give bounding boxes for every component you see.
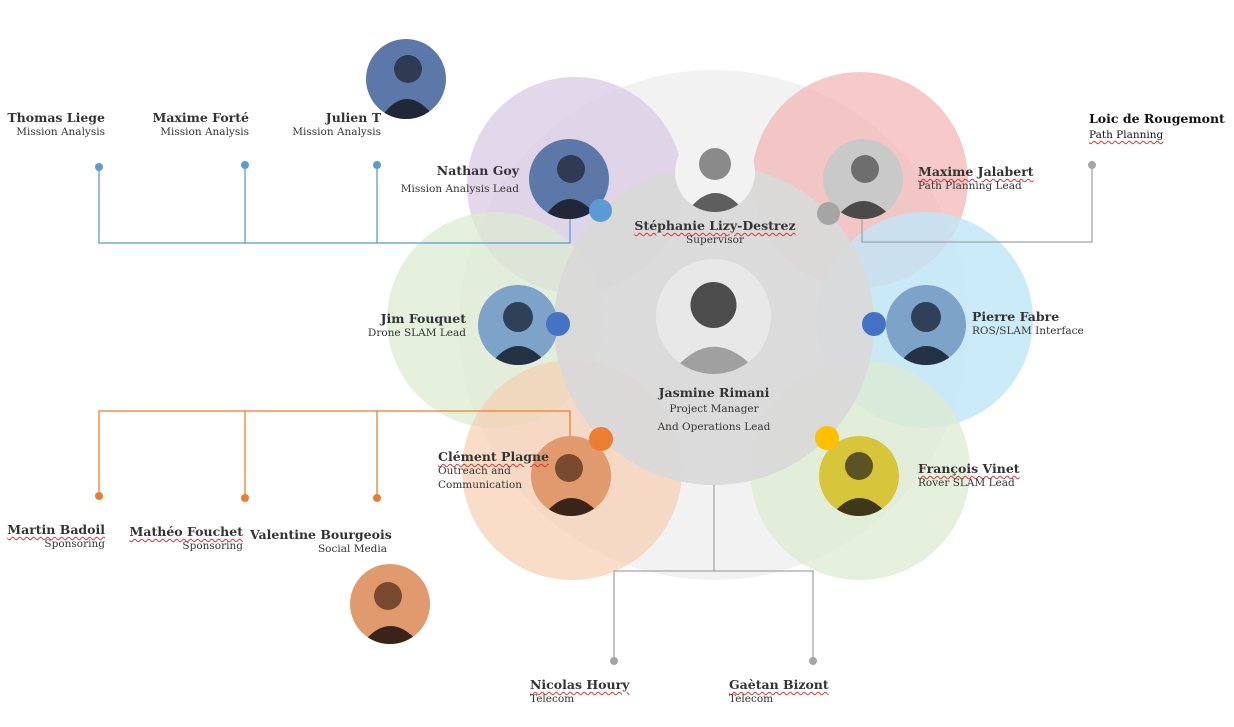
name-maxime-jalabert: Maxime Jalabert: [918, 164, 1034, 179]
label-julien: Julien T Mission Analysis: [270, 111, 381, 139]
name-nathan: Nathan Goy: [436, 163, 519, 178]
role-pierre: ROS/SLAM Interface: [972, 325, 1084, 337]
photo-jasmine: [656, 259, 771, 374]
dot-valentine: [373, 494, 381, 502]
name-pierre: Pierre Fabre: [972, 309, 1060, 324]
role-martin: Sponsoring: [44, 538, 105, 550]
dot-martin: [95, 492, 103, 500]
role-clement: Outreach and: [438, 465, 511, 477]
dot-jim: [546, 312, 570, 336]
dot-clement: [589, 427, 613, 451]
role-loic: Path Planning: [1089, 129, 1164, 141]
role-thomas: Mission Analysis: [16, 126, 105, 138]
role-maxime-jalabert: Path Planning Lead: [918, 180, 1022, 192]
label-loic: Loic de Rougemont Path Planning: [1089, 112, 1229, 142]
label-matheo: Mathéo Fouchet Sponsoring: [120, 525, 243, 553]
photo-valentine: [350, 564, 430, 644]
name-gaetan: Gaètan Bizont: [729, 677, 829, 692]
label-pierre: Pierre Fabre ROS/SLAM Interface: [972, 310, 1112, 338]
name-jasmine: Jasmine Rimani: [658, 385, 770, 400]
name-stephanie: Stéphanie Lizy-Destrez: [634, 218, 796, 233]
dot-nicolas: [610, 657, 618, 665]
name-matheo: Mathéo Fouchet: [129, 524, 243, 539]
dot-pierre: [862, 312, 886, 336]
dot-julien: [373, 161, 381, 169]
dot-francois: [815, 426, 839, 450]
role-matheo: Sponsoring: [182, 540, 243, 552]
label-francois: François Vinet Rover SLAM Lead: [918, 462, 1048, 490]
name-loic: Loic de Rougemont: [1089, 111, 1225, 126]
label-nathan: Nathan Goy Mission Analysis Lead: [380, 162, 519, 198]
label-thomas: Thomas Liege Mission Analysis: [0, 111, 105, 139]
dot-nathan: [589, 199, 612, 222]
role2-jasmine: And Operations Lead: [657, 421, 771, 433]
role-valentine: Social Media: [317, 543, 387, 555]
role-nathan: Mission Analysis Lead: [400, 183, 519, 195]
role-francois: Rover SLAM Lead: [918, 477, 1015, 489]
role-nicolas: Telecom: [530, 693, 575, 705]
outreach-connector: [98, 410, 571, 498]
photo-maxime-jalabert: [823, 139, 903, 219]
photo-francois: [819, 436, 899, 516]
dot-thomas: [95, 163, 103, 171]
dot-maxime-forte: [241, 161, 249, 169]
path-planning-connector: [861, 165, 1093, 243]
label-clement: Clément Plagne Outreach and Communicatio…: [438, 450, 558, 492]
label-martin: Martin Badoil Sponsoring: [0, 523, 105, 551]
photo-jim: [478, 285, 558, 365]
dot-maxime-jalabert: [817, 202, 840, 225]
dot-matheo: [241, 494, 249, 502]
name-maxime-forte: Maxime Forté: [152, 110, 249, 125]
role-gaetan: Telecom: [729, 693, 774, 705]
name-julien: Julien T: [325, 110, 381, 125]
label-maxime-jalabert: Maxime Jalabert Path Planning Lead: [918, 165, 1058, 193]
name-thomas: Thomas Liege: [7, 110, 105, 125]
label-gaetan: Gaètan Bizont Telecom: [729, 678, 849, 706]
photo-pierre: [886, 285, 966, 365]
photo-julien: [366, 39, 446, 119]
role-maxime-forte: Mission Analysis: [160, 126, 249, 138]
telecom-connector: [613, 485, 814, 661]
role-julien: Mission Analysis: [292, 126, 381, 138]
role-jim: Drone SLAM Lead: [367, 327, 466, 339]
role2-clement: Communication: [438, 479, 522, 491]
name-martin: Martin Badoil: [7, 522, 105, 537]
label-jim: Jim Fouquet Drone SLAM Lead: [340, 312, 466, 340]
label-stephanie: Stéphanie Lizy-Destrez Supervisor: [615, 219, 815, 247]
photo-clement: [531, 436, 611, 516]
name-jim: Jim Fouquet: [380, 311, 466, 326]
label-valentine: Valentine Bourgeois Social Media: [250, 527, 392, 556]
dot-loic: [1088, 161, 1096, 169]
dot-gaetan: [809, 657, 817, 665]
name-valentine: Valentine Bourgeois: [250, 527, 392, 542]
label-jasmine: Jasmine Rimani Project Manager And Opera…: [634, 385, 794, 435]
label-nicolas: Nicolas Houry Telecom: [530, 678, 650, 706]
mission-analysis-connector: [98, 165, 571, 244]
photo-stephanie: [675, 132, 755, 212]
name-francois: François Vinet: [918, 461, 1020, 476]
role-jasmine: Project Manager: [669, 403, 759, 415]
name-nicolas: Nicolas Houry: [530, 677, 630, 692]
label-maxime-forte: Maxime Forté Mission Analysis: [130, 111, 249, 139]
name-clement: Clément Plagne: [438, 449, 550, 464]
role-stephanie: Supervisor: [686, 234, 744, 246]
